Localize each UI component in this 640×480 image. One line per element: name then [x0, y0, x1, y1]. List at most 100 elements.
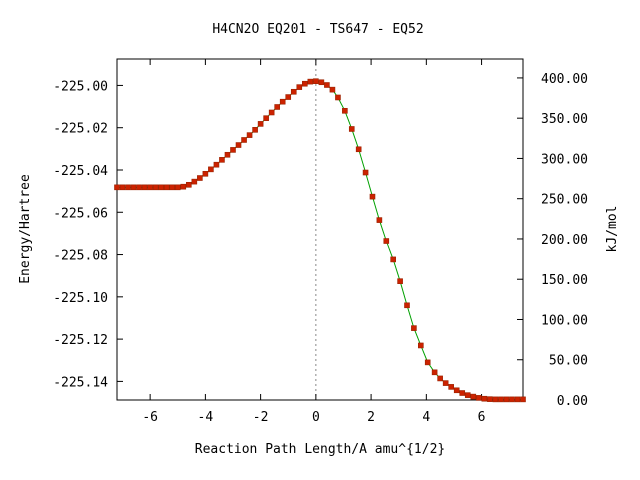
data-point — [169, 184, 176, 191]
data-point — [202, 170, 209, 177]
x-tick-label: -4 — [198, 410, 214, 425]
x-tick-label: 0 — [312, 410, 320, 425]
data-point — [313, 78, 319, 84]
y-tick-label: -225.00 — [53, 79, 108, 94]
data-point — [263, 115, 269, 121]
data-point — [411, 325, 417, 331]
data-point — [369, 193, 376, 200]
data-point — [376, 217, 383, 223]
y2-axis-label: kJ/mol — [605, 206, 620, 253]
data-point — [514, 396, 521, 403]
x-tick-label: -2 — [253, 410, 269, 425]
data-point — [285, 94, 292, 100]
data-point — [136, 184, 142, 191]
data-point — [324, 82, 330, 88]
data-point — [342, 107, 348, 114]
y2-tick-label: 300.00 — [541, 152, 588, 167]
y2-tick-label: 350.00 — [541, 112, 588, 127]
data-point — [125, 184, 131, 191]
data-point — [383, 238, 390, 244]
data-point — [307, 78, 314, 85]
y2-tick-label: 0.00 — [557, 394, 588, 409]
data-point — [174, 184, 181, 191]
data-point — [257, 121, 264, 127]
y-tick-label: -225.14 — [53, 375, 108, 390]
data-point — [130, 184, 137, 191]
data-point — [397, 278, 403, 284]
data-point — [302, 80, 308, 87]
y-tick-label: -225.04 — [53, 164, 108, 179]
y2-tick-label: 50.00 — [549, 354, 588, 369]
data-point — [464, 392, 471, 398]
data-point — [390, 256, 396, 263]
data-point — [481, 395, 488, 402]
data-point — [191, 178, 198, 185]
data-point — [509, 396, 515, 403]
data-point — [224, 151, 231, 158]
data-point — [453, 387, 460, 394]
data-point — [241, 137, 247, 143]
y2-tick-label: 100.00 — [541, 313, 588, 328]
x-tick-label: 2 — [367, 410, 375, 425]
data-point — [498, 396, 504, 403]
energy-series-line — [117, 80, 523, 400]
y-tick-label: -225.08 — [53, 249, 108, 264]
data-point — [437, 375, 443, 382]
data-point — [114, 184, 120, 191]
data-point — [476, 395, 482, 401]
data-point — [520, 396, 526, 403]
data-point — [470, 393, 477, 400]
y-tick-label: -225.02 — [53, 122, 108, 137]
x-axis-label: Reaction Path Length/A amu^{1/2} — [195, 442, 445, 457]
data-point — [197, 175, 203, 181]
data-point — [492, 396, 499, 403]
data-point — [404, 302, 410, 309]
data-point — [180, 183, 187, 190]
x-tick-label: -6 — [142, 410, 158, 425]
data-point — [362, 169, 369, 176]
y2-tick-label: 150.00 — [541, 273, 588, 288]
data-point — [442, 380, 449, 386]
data-point — [503, 396, 510, 403]
y2-tick-label: 200.00 — [541, 233, 588, 248]
data-point — [163, 184, 170, 191]
data-point — [290, 88, 297, 95]
data-point — [274, 104, 280, 110]
data-point — [279, 98, 286, 105]
data-point — [158, 184, 164, 191]
data-point — [329, 86, 336, 93]
data-point — [235, 142, 242, 148]
data-point — [119, 184, 126, 191]
y-tick-label: -225.12 — [53, 333, 108, 348]
data-point — [186, 181, 192, 188]
data-point — [141, 184, 148, 191]
y-tick-label: -225.06 — [53, 206, 108, 221]
data-point — [296, 84, 303, 90]
data-point — [208, 166, 214, 173]
data-point — [252, 127, 258, 133]
data-point — [424, 359, 431, 366]
y2-tick-label: 400.00 — [541, 72, 588, 87]
data-point — [318, 79, 325, 86]
data-point — [355, 146, 362, 153]
data-point — [431, 369, 438, 376]
data-point — [147, 184, 153, 191]
data-point — [459, 390, 466, 396]
data-point — [335, 94, 341, 101]
data-point — [152, 184, 159, 191]
chart-title: H4CN2O EQ201 - TS647 - EQ52 — [212, 22, 423, 37]
x-tick-label: 4 — [422, 410, 430, 425]
data-point — [268, 109, 275, 116]
data-point — [219, 157, 225, 163]
data-point — [487, 396, 493, 402]
y-tick-label: -225.10 — [53, 291, 108, 306]
x-tick-label: 6 — [478, 410, 486, 425]
data-point — [348, 126, 355, 132]
data-point — [246, 132, 253, 138]
data-point — [448, 384, 454, 390]
plot-frame — [116, 58, 524, 401]
data-point — [230, 147, 236, 153]
data-point — [213, 161, 220, 168]
